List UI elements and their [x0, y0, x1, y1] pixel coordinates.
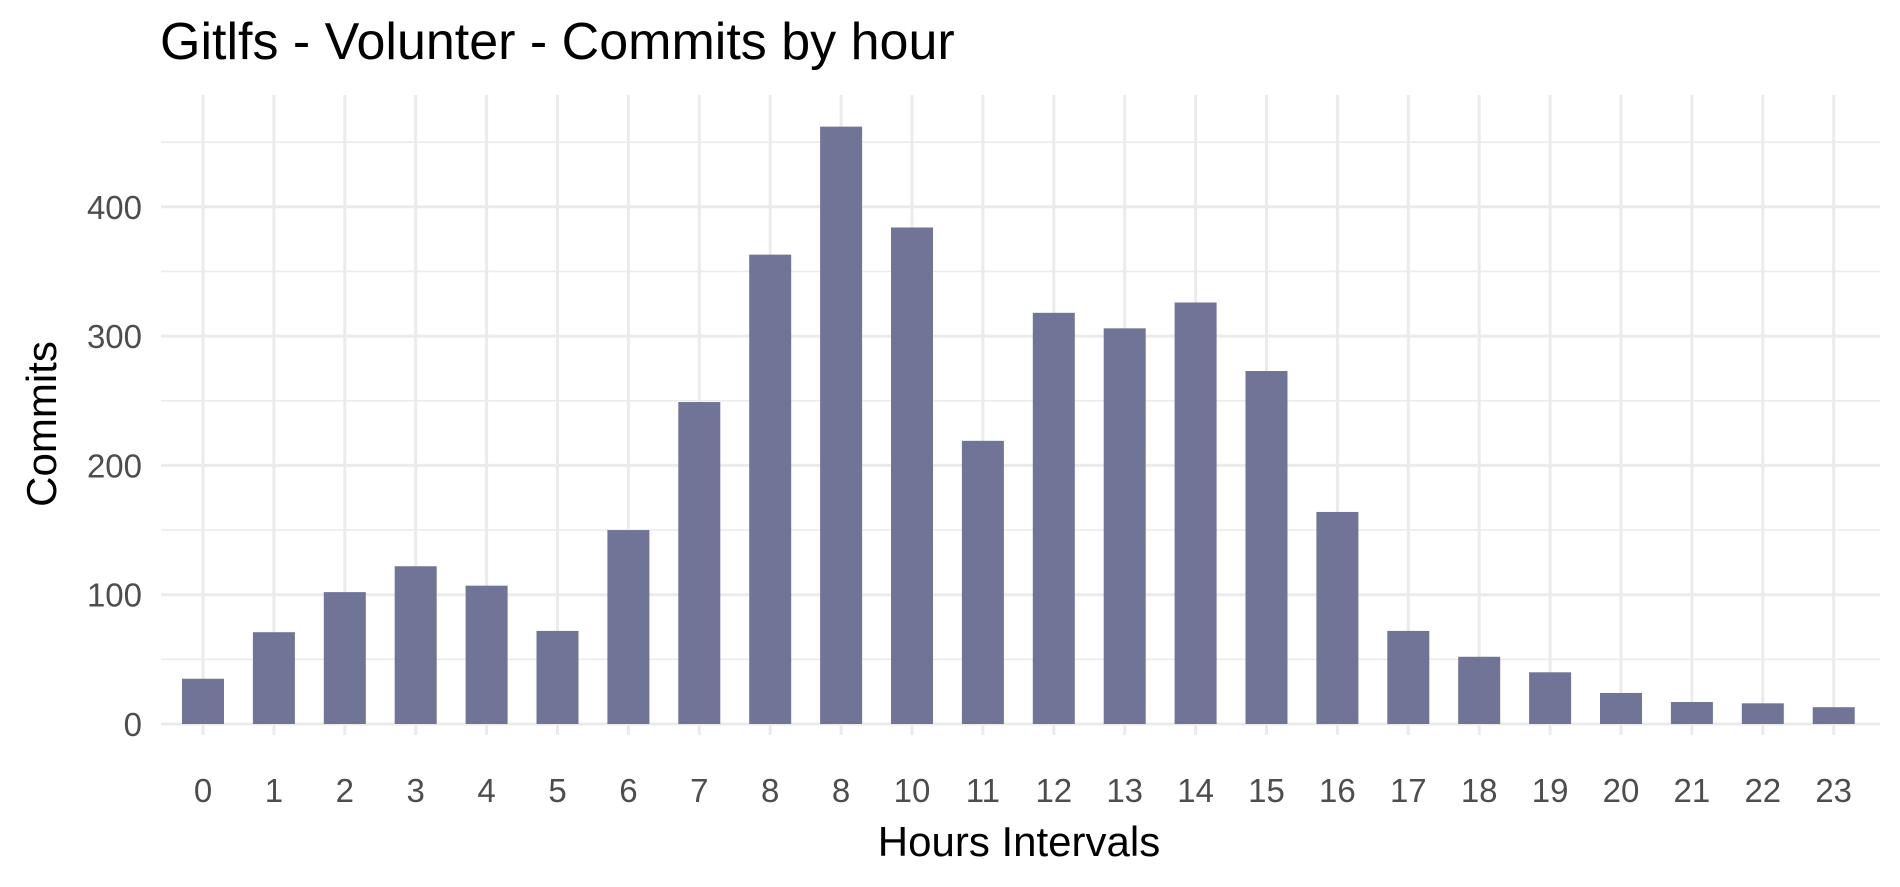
x-tick-label: 14: [1177, 772, 1214, 809]
x-tick-label: 21: [1674, 772, 1711, 809]
x-tick-label: 15: [1248, 772, 1285, 809]
x-tick-label: 19: [1532, 772, 1569, 809]
bar: [1245, 371, 1288, 724]
bar: [1812, 707, 1855, 724]
bar: [1600, 692, 1642, 724]
x-tick-label: 8: [832, 772, 850, 809]
x-tick-label: 0: [194, 772, 212, 809]
bar: [182, 678, 224, 724]
y-axis-ticks: 0 100 200 300 400: [87, 189, 142, 743]
x-tick-label: 22: [1744, 772, 1781, 809]
x-axis-title: Hours Intervals: [878, 818, 1160, 865]
bar: [1103, 328, 1146, 724]
bar: [1670, 702, 1713, 724]
bar: [536, 630, 579, 724]
bar: [961, 440, 1004, 724]
x-tick-label: 13: [1106, 772, 1143, 809]
y-axis-title: Commits: [18, 341, 65, 507]
bar: [678, 402, 721, 724]
x-tick-label: 8: [761, 772, 779, 809]
bar: [323, 592, 366, 724]
x-axis-ticks: 0 1 2 3 4 5 6 7 8 8 10 11 12 13 14 15 16 17 18 19 20 21 22 23: [194, 772, 1852, 809]
x-tick-label: 11: [966, 772, 1000, 809]
bar: [252, 632, 295, 724]
x-tick-label: 1: [265, 772, 283, 809]
bar: [1529, 672, 1572, 724]
bar: [607, 530, 650, 724]
x-tick-label: 17: [1390, 772, 1427, 809]
bars: [182, 126, 1855, 725]
x-tick-label: 23: [1815, 772, 1852, 809]
y-tick-label: 0: [124, 706, 142, 743]
x-tick-label: 5: [548, 772, 566, 809]
x-tick-label: 4: [477, 772, 495, 809]
bar: [394, 566, 437, 724]
bar: [1741, 703, 1784, 724]
bar: [749, 254, 792, 725]
bar: [1316, 511, 1359, 724]
x-tick-label: 18: [1461, 772, 1498, 809]
bar: [1458, 656, 1501, 724]
chart-title: Gitlfs - Volunter - Commits by hour: [160, 13, 955, 71]
x-tick-label: 7: [690, 772, 708, 809]
bar: [891, 227, 933, 724]
x-tick-label: 2: [336, 772, 354, 809]
x-tick-label: 10: [894, 772, 931, 809]
x-tick-label: 6: [619, 772, 637, 809]
x-tick-label: 16: [1319, 772, 1356, 809]
x-tick-label: 20: [1603, 772, 1640, 809]
bar: [465, 585, 508, 724]
bar: [1387, 630, 1430, 724]
x-tick-label: 3: [407, 772, 425, 809]
bar: [1174, 302, 1217, 724]
y-tick-label: 200: [87, 447, 142, 484]
y-tick-label: 300: [87, 318, 142, 355]
x-tick-label: 12: [1035, 772, 1072, 809]
bar: [820, 126, 863, 724]
y-tick-label: 100: [87, 577, 142, 614]
bar: [1032, 312, 1075, 724]
y-tick-label: 400: [87, 189, 142, 226]
